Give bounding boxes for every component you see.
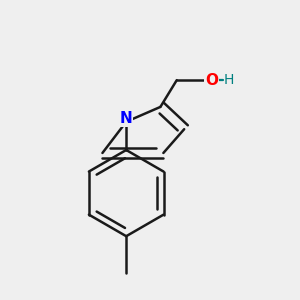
Text: O: O (205, 73, 218, 88)
Text: N: N (120, 111, 133, 126)
Text: H: H (224, 73, 234, 87)
